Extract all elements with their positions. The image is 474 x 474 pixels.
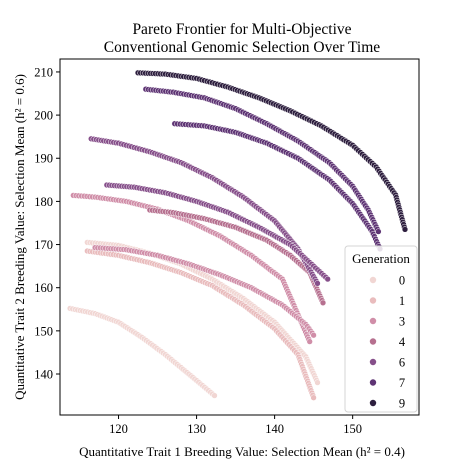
legend-label: 0 [399,274,405,288]
data-points [66,69,409,401]
legend-label: 7 [399,376,405,390]
data-point [375,228,382,235]
legend-label: 4 [399,335,406,349]
y-tick-label: 210 [34,65,53,79]
data-point [314,379,321,386]
legend-item: 0 [369,274,405,288]
legend-marker [369,399,377,407]
series-0-frontier [66,305,218,399]
data-point [314,280,321,287]
data-point [401,226,409,233]
legend-marker [369,358,377,366]
series-3-frontier [91,244,317,339]
x-tick-label: 150 [343,422,362,436]
legend-item: 1 [369,294,405,308]
y-tick-label: 150 [34,324,53,338]
legend-label: 3 [399,315,405,329]
data-point [310,394,317,401]
x-tick-label: 140 [265,422,284,436]
legend: Generation 0 1 3 4 6 7 9 [344,245,418,413]
plot-area [66,69,409,401]
y-tick-label: 200 [34,109,53,123]
series-7-frontier [142,86,382,235]
data-point [324,275,331,283]
legend-marker [369,317,377,325]
series-1-frontier [84,247,317,401]
series-7-frontier [171,120,384,253]
chart-title-line-2: Conventional Genomic Selection Over Time [104,39,381,56]
plot-frame [59,58,420,416]
y-axis-label: Quantitative Trait 2 Breeding Value: Sel… [12,74,27,400]
legend-item: 4 [369,335,406,349]
data-point [211,392,218,399]
y-tick-label: 160 [34,281,53,295]
legend-entries: 0 1 3 4 6 7 9 [369,274,406,411]
legend-marker [369,297,377,304]
x-tick-label: 130 [187,422,206,436]
x-tick-label: 120 [109,422,128,436]
series-6-frontier [88,135,321,287]
x-axis-ticks: 120 130 140 150 [109,415,362,436]
y-tick-label: 140 [34,368,53,382]
legend-item: 6 [369,356,405,370]
chart-title: Pareto Frontier for Multi-Objective Conv… [104,21,381,56]
data-point [319,299,327,306]
series-4-frontier [146,206,327,306]
legend-title: Generation [352,251,410,266]
chart-title-line-1: Pareto Frontier for Multi-Objective [132,21,351,38]
y-tick-label: 180 [34,195,53,209]
y-tick-label: 170 [34,238,53,252]
data-point [306,338,313,345]
legend-item: 7 [369,376,405,390]
data-point [310,332,317,339]
legend-label: 9 [399,397,405,411]
x-axis-label: Quantitative Trait 1 Breeding Value: Sel… [79,444,405,459]
y-tick-label: 190 [34,152,53,166]
legend-marker [369,276,377,284]
legend-label: 1 [399,294,405,308]
series-6-frontier [103,181,331,283]
legend-item: 9 [369,397,405,411]
legend-marker [369,379,377,386]
legend-item: 3 [369,315,405,329]
legend-label: 6 [399,356,405,370]
series-9-frontier [134,69,409,233]
legend-marker [369,338,377,345]
y-axis-ticks: 140 150 160 170 180 190 200 210 [34,65,60,382]
legend-box [344,245,418,413]
